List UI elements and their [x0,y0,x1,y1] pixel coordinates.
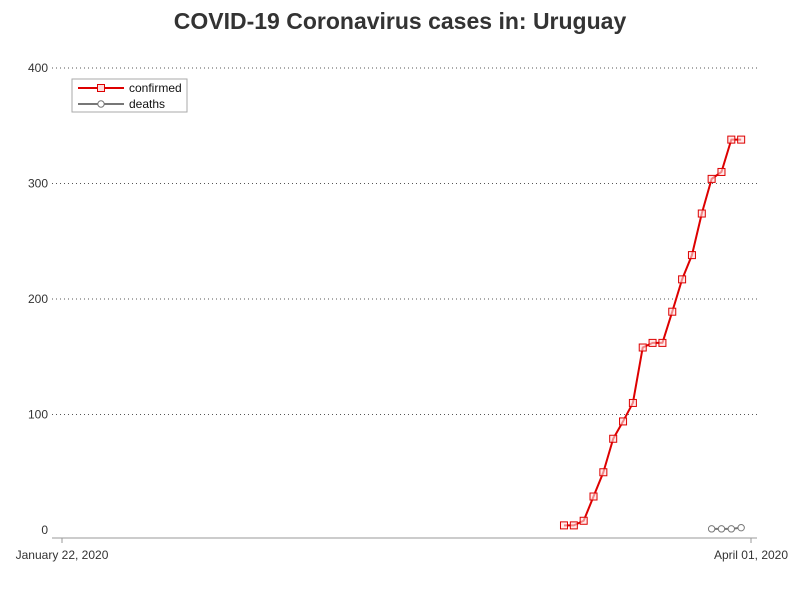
data-point-confirmed [717,167,726,176]
legend-swatch-marker [97,84,105,92]
data-point-deaths [737,523,745,532]
data-point-confirmed [737,135,746,144]
x-tick-label: January 22, 2020 [16,548,109,562]
data-point-confirmed [569,521,578,530]
data-point-confirmed [628,398,637,407]
data-point-confirmed [559,521,568,530]
series-deaths [707,523,745,533]
data-point-confirmed [678,275,687,284]
data-point-confirmed [687,251,696,260]
data-point-deaths [717,525,726,533]
data-point-confirmed [668,307,677,316]
data-point-confirmed [579,516,588,525]
y-tick-label: 200 [28,292,48,306]
series-line-deaths [711,526,742,530]
data-point-confirmed [589,492,598,501]
legend: confirmed deaths [71,78,188,113]
chart-title: COVID-19 Coronavirus cases in: Uruguay [173,8,627,34]
x-tick-label: April 01, 2020 [714,548,788,562]
data-point-deaths [707,525,716,533]
legend-swatch-marker [97,100,105,108]
y-tick-label: 400 [28,61,48,75]
data-point-confirmed [658,338,667,347]
data-point-confirmed [648,338,657,347]
data-point-confirmed [727,135,736,144]
series-confirmed [559,135,746,530]
legend-box [71,78,188,113]
series-line-confirmed [563,138,742,527]
legend-item-deaths: deaths [78,97,165,111]
y-tick-label: 100 [28,408,48,422]
data-point-deaths [727,525,736,533]
y-tick-label: 300 [28,177,48,191]
legend-item-confirmed: confirmed [78,81,182,95]
data-point-confirmed [638,343,647,352]
legend-label: deaths [129,97,165,111]
data-point-confirmed [619,417,628,426]
legend-label: confirmed [129,81,182,95]
data-point-confirmed [609,434,618,443]
data-point-confirmed [707,174,716,183]
data-point-confirmed [599,468,608,477]
data-point-confirmed [697,209,706,218]
y-tick-label: 0 [41,523,48,537]
